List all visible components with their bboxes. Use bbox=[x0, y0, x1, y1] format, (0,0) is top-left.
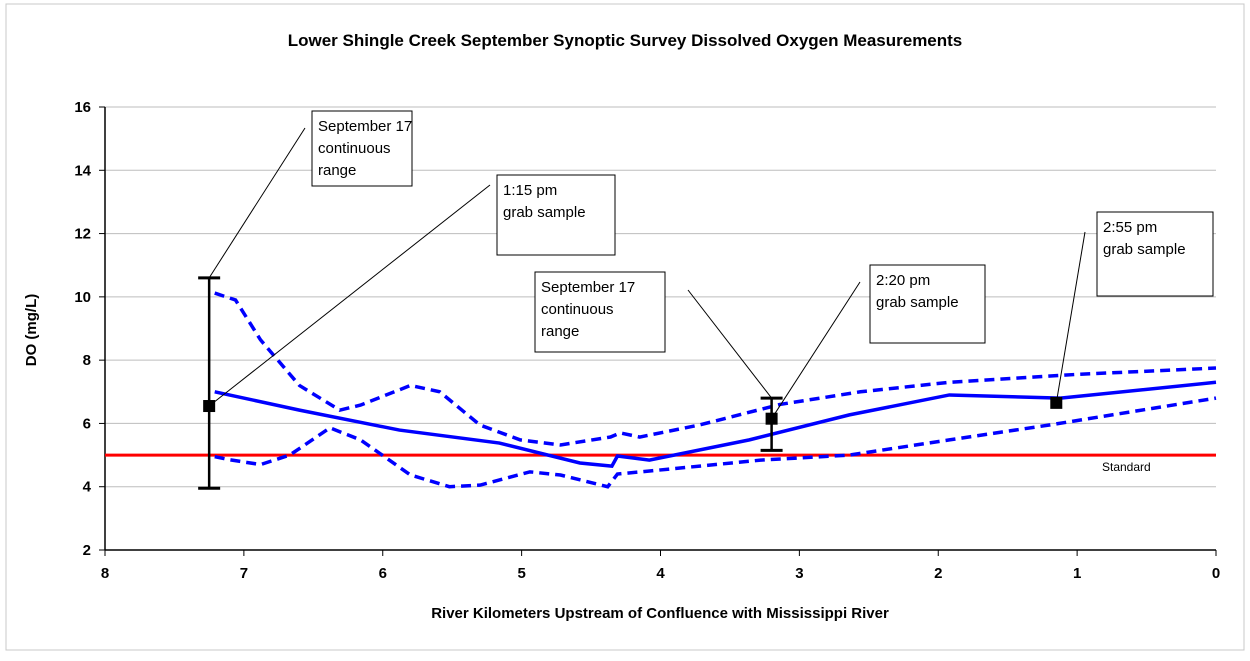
y-tick-label: 12 bbox=[74, 226, 91, 243]
annotation-box bbox=[1096, 211, 1214, 297]
leader-line bbox=[771, 281, 861, 419]
y-tick-label: 16 bbox=[74, 99, 91, 116]
x-tick-label: 0 bbox=[1212, 565, 1220, 582]
x-tick-label: 6 bbox=[379, 565, 387, 582]
annotation-box bbox=[311, 110, 413, 187]
annotation-text: range bbox=[541, 323, 579, 340]
series-line bbox=[214, 291, 1217, 447]
annotation-text: 2:55 pm bbox=[1103, 219, 1157, 236]
y-axis-label: DO (mg/L) bbox=[23, 294, 40, 367]
series-line bbox=[214, 380, 1217, 469]
x-axis-label: River Kilometers Upstream of Confluence … bbox=[431, 605, 889, 622]
x-tick-label: 5 bbox=[517, 565, 525, 582]
standard-label: Standard bbox=[1102, 460, 1151, 474]
x-tick-label: 1 bbox=[1073, 565, 1081, 582]
annotation-text: 1:15 pm bbox=[503, 182, 557, 199]
leader-line bbox=[687, 289, 772, 399]
x-tick-label: 7 bbox=[240, 565, 248, 582]
annotation-text: continuous bbox=[541, 301, 614, 318]
y-tick-label: 10 bbox=[74, 289, 91, 306]
x-tick-label: 2 bbox=[934, 565, 942, 582]
chart-title: Lower Shingle Creek September Synoptic S… bbox=[288, 31, 963, 50]
annotation-text: grab sample bbox=[876, 294, 959, 311]
y-tick-label: 2 bbox=[83, 542, 91, 559]
x-tick-label: 3 bbox=[795, 565, 803, 582]
annotation-text: 2:20 pm bbox=[876, 272, 930, 289]
annotation-text: September 17 bbox=[318, 118, 412, 135]
y-tick-label: 14 bbox=[74, 162, 91, 179]
leader-line bbox=[208, 184, 491, 407]
series-line bbox=[214, 396, 1217, 489]
annotation-text: grab sample bbox=[503, 204, 586, 221]
y-tick-label: 8 bbox=[83, 352, 91, 369]
annotation-box bbox=[496, 174, 616, 256]
y-tick-label: 4 bbox=[83, 479, 92, 496]
leader-line bbox=[208, 127, 306, 279]
leader-line bbox=[1055, 231, 1086, 403]
annotation-text: grab sample bbox=[1103, 241, 1186, 258]
annotation-text: September 17 bbox=[541, 279, 635, 296]
annotation-box bbox=[869, 264, 986, 344]
annotation-text: range bbox=[318, 162, 356, 179]
annotation-box bbox=[534, 271, 666, 353]
annotation-text: continuous bbox=[318, 140, 391, 157]
x-tick-label: 4 bbox=[656, 565, 665, 582]
x-tick-label: 8 bbox=[101, 565, 109, 582]
y-tick-label: 6 bbox=[83, 415, 91, 432]
